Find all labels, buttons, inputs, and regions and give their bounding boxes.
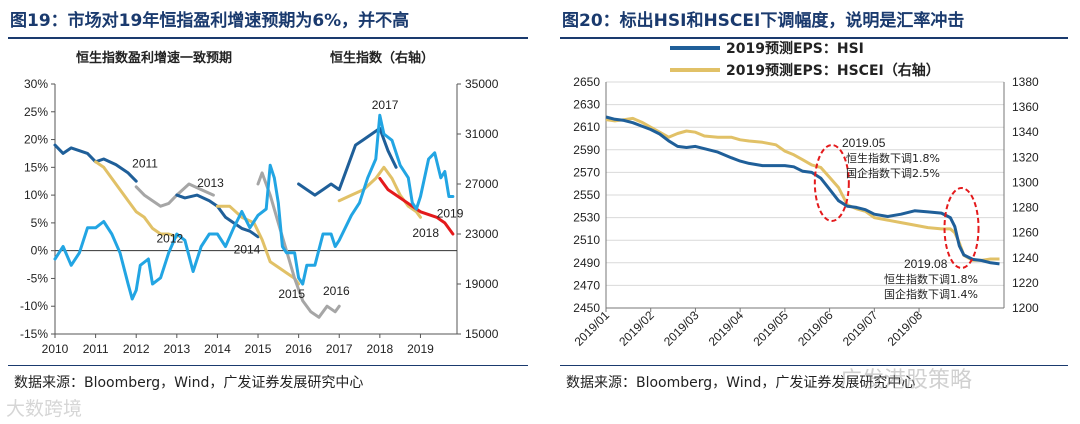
series-line-hsi <box>605 115 1000 266</box>
y-left-tick-label: 30% <box>24 77 48 91</box>
y-right-tick-label: 1260 <box>1012 226 1039 240</box>
y-left-tick-label: 2550 <box>573 188 600 202</box>
series-line-hscei <box>605 116 1000 262</box>
left-panel: 图19：市场对19年恒指盈利增速预期为6%，并不高 30% 25% 20% 15% 10… <box>8 11 528 391</box>
y-right-tick-label: 27000 <box>465 177 499 191</box>
y-right-tick-label: 1240 <box>1012 251 1039 265</box>
y-left-tick-label: 2510 <box>573 233 600 247</box>
y-left-tick-label: 2590 <box>573 143 600 157</box>
y-left-tick-label: -10% <box>20 299 48 313</box>
right-panel: 图20：标出HSI和HSCEI下调幅度，说明是汇率冲击 2650 2630 2610… <box>552 0 1080 424</box>
annotation-may-date: 2019.05 <box>842 136 886 150</box>
y-left-tick-label: 2470 <box>573 278 600 292</box>
x-tick-label: 2019 <box>407 342 434 356</box>
x-tick-label: 2019/06 <box>795 308 836 349</box>
annotation-aug-hsi: 恒生指数下调1.8% <box>884 272 978 286</box>
y-right-tick-label: 1360 <box>1012 100 1039 114</box>
legend-label-hscei: 2019预测EPS：HSCEI（右轴） <box>726 62 940 79</box>
highlight-ellipse-may <box>813 144 850 222</box>
annotation-aug-date: 2019.08 <box>904 257 948 271</box>
x-tick-label: 2019/03 <box>661 308 702 349</box>
annotation-may-hsi: 恒生指数下调1.8% <box>846 151 940 165</box>
y-left-tick-label: 10% <box>24 188 48 202</box>
y-left-tick-label: 20% <box>24 133 48 147</box>
right-chart: 2650 2630 2610 2590 2570 2550 2530 2510 2490 2470… <box>572 40 1039 349</box>
highlight-ellipse-aug <box>943 187 980 269</box>
x-tick-label: 2019/08 <box>885 308 926 349</box>
right-title-rule <box>560 37 1068 39</box>
left-figure-title: 图19：市场对19年恒指盈利增速预期为6%，并不高 <box>10 11 410 31</box>
y-right-tick-label: 1380 <box>1012 75 1039 89</box>
annotation-2016: 2016 <box>323 284 350 298</box>
left-title-rule <box>8 37 528 39</box>
x-tick-label: 2019/02 <box>616 308 657 349</box>
y-left-tick-label: 25% <box>24 105 48 119</box>
x-tick-label: 2011 <box>83 342 109 356</box>
right-figure-title: 图20：标出HSI和HSCEI下调幅度，说明是汇率冲击 <box>562 11 965 31</box>
y-left-tick-label: 2610 <box>573 120 600 134</box>
annotation-2018: 2018 <box>412 226 439 240</box>
annotation-aug-hscei: 国企指数下调1.4% <box>884 287 978 301</box>
watermark-bottom-right: 广发港股策略 <box>840 368 973 393</box>
series-line-2013 <box>134 182 215 208</box>
x-tick-label: 2014 <box>204 342 231 356</box>
y-left-tick-label: 0% <box>31 244 49 258</box>
y-right-tick-label: 1300 <box>1012 175 1039 189</box>
y-left-tick-label: 2450 <box>573 301 600 315</box>
annotation-2019: 2019 <box>437 206 464 220</box>
right-source-text: 数据来源：Bloomberg，Wind，广发证券发展研究中心 <box>566 375 916 391</box>
y-left-tick-label: -5% <box>27 271 49 285</box>
annotation-2011: 2011 <box>132 156 158 170</box>
series-line-hsi-index <box>53 113 455 301</box>
y-left-tick-label: -15% <box>20 327 48 341</box>
legend-left-series: 恒生指数盈利增速一致预期 <box>76 50 232 66</box>
annotation-2012: 2012 <box>157 231 184 245</box>
y-right-tick-label: 1320 <box>1012 150 1039 164</box>
y-right-tick-label: 35000 <box>465 77 499 91</box>
x-tick-label: 2017 <box>326 342 353 356</box>
y-right-tick-label: 1280 <box>1012 201 1039 215</box>
y-left-tick-label: 2570 <box>573 165 600 179</box>
left-chart: 30% 25% 20% 15% 10% 5% 0% -5% -10% -15% 35000 31000… <box>20 50 499 356</box>
y-right-tick-label: 31000 <box>465 127 499 141</box>
watermark-bottom-left: 大数跨境 <box>6 398 83 420</box>
y-right-tick-label: 23000 <box>465 227 499 241</box>
y-right-tick-label: 15000 <box>465 327 499 341</box>
series-line-2011 <box>53 143 138 183</box>
y-left-tick-label: 2490 <box>573 256 600 270</box>
annotation-2017: 2017 <box>372 98 399 112</box>
x-tick-label: 2010 <box>42 342 69 356</box>
series-line-2012 <box>94 160 179 239</box>
y-right-tick-label: 1220 <box>1012 276 1039 290</box>
x-tick-label: 2016 <box>285 342 312 356</box>
series-line-2015 <box>215 204 301 286</box>
legend-label-hsi: 2019预测EPS：HSI <box>726 40 864 57</box>
x-tick-label: 2019/04 <box>706 308 747 349</box>
annotation-2013: 2013 <box>197 176 224 190</box>
legend-right-series: 恒生指数（右轴） <box>330 50 434 66</box>
x-tick-label: 2019/07 <box>840 308 881 349</box>
left-source-rule <box>8 365 528 366</box>
x-tick-label: 2019/05 <box>750 308 791 349</box>
x-tick-label: 2018 <box>366 342 393 356</box>
y-right-tick-label: 1340 <box>1012 125 1039 139</box>
series-line-2014 <box>175 193 260 239</box>
x-tick-label: 2013 <box>163 342 190 356</box>
y-right-tick-label: 19000 <box>465 277 499 291</box>
y-left-tick-label: 2530 <box>573 211 600 225</box>
y-left-tick-label: 2650 <box>573 75 600 89</box>
annotation-may-hscei: 国企指数下调2.5% <box>846 166 940 180</box>
left-source-text: 数据来源：Bloomberg，Wind，广发证券发展研究中心 <box>14 375 364 391</box>
series-line-2018 <box>337 165 422 219</box>
y-left-tick-label: 2630 <box>573 98 600 112</box>
y-right-tick-label: 1200 <box>1012 301 1039 315</box>
x-tick-label: 2012 <box>123 342 150 356</box>
series-line-2017 <box>297 126 398 197</box>
x-tick-label: 2015 <box>245 342 272 356</box>
y-left-tick-label: 15% <box>24 160 48 174</box>
right-source-rule <box>560 365 1068 366</box>
annotation-2015: 2015 <box>278 287 305 301</box>
annotation-2014: 2014 <box>234 242 261 256</box>
y-left-tick-label: 5% <box>31 216 49 230</box>
